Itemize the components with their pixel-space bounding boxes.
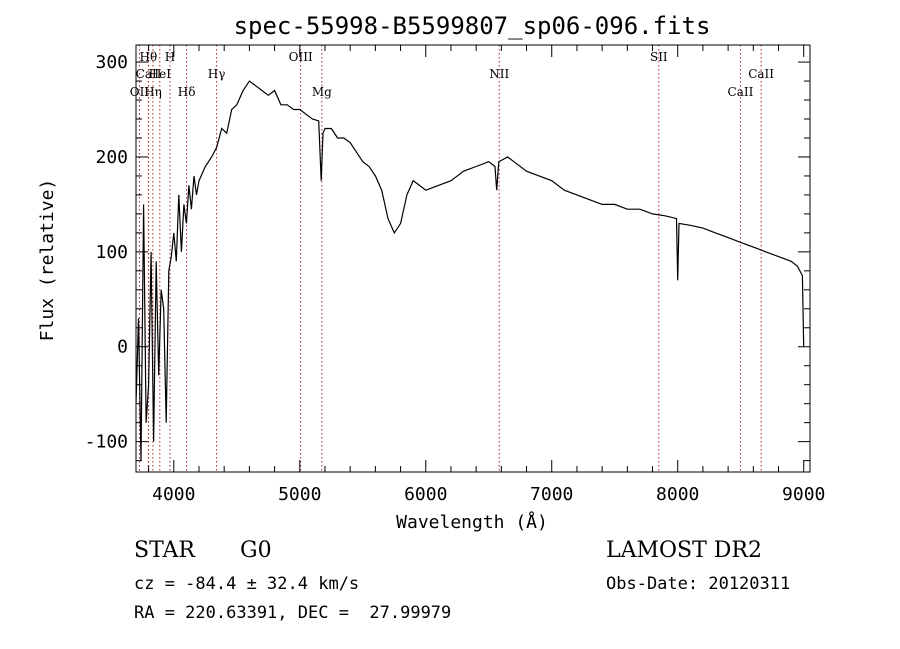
line-label: HeI bbox=[149, 67, 172, 81]
redshift-text: cz = -84.4 ± 32.4 km/s bbox=[134, 574, 360, 594]
line-label: CaII bbox=[748, 67, 774, 81]
coordinates-text: RA = 220.63391, DEC = 27.99979 bbox=[134, 603, 452, 623]
y-tick-label: 300 bbox=[95, 52, 128, 73]
line-label: Hη bbox=[144, 85, 162, 99]
spectrum-line bbox=[135, 80, 805, 461]
line-label: NII bbox=[489, 67, 509, 81]
line-label: OIII bbox=[289, 50, 313, 64]
x-tick-label: 8000 bbox=[656, 484, 699, 505]
plot-frame bbox=[135, 44, 811, 473]
x-tick-label: 4000 bbox=[152, 484, 195, 505]
line-label: Mg bbox=[312, 85, 332, 99]
x-tick-label: 7000 bbox=[530, 484, 573, 505]
object-subclass: G0 bbox=[240, 538, 272, 563]
obs-date-text: Obs-Date: 20120311 bbox=[606, 574, 791, 594]
y-tick-label: -100 bbox=[85, 432, 128, 453]
x-tick-label: 9000 bbox=[782, 484, 825, 505]
line-label: OII bbox=[130, 85, 150, 99]
y-tick-label: 100 bbox=[95, 242, 128, 263]
chart-title: spec-55998-B5599807_sp06-096.fits bbox=[234, 12, 711, 40]
line-label: H bbox=[165, 50, 175, 64]
line-label: CaII bbox=[136, 67, 162, 81]
line-label: SII bbox=[650, 50, 668, 64]
y-axis-label: Flux (relative) bbox=[37, 179, 58, 342]
x-axis-label: Wavelength (Å) bbox=[396, 511, 548, 533]
y-tick-label: 200 bbox=[95, 147, 128, 168]
y-tick-label: 0 bbox=[117, 337, 128, 358]
survey-name: LAMOST DR2 bbox=[606, 538, 762, 563]
object-class: STAR bbox=[134, 538, 195, 563]
x-tick-label: 6000 bbox=[404, 484, 447, 505]
line-label: Hγ bbox=[208, 67, 226, 81]
line-label: Hδ bbox=[178, 85, 196, 99]
axis-ticks: 4000 5000 6000 7000 8000 9000 -100 0 100 200 300 bbox=[85, 45, 825, 505]
x-tick-label: 5000 bbox=[278, 484, 321, 505]
line-label: CaII bbox=[728, 85, 754, 99]
